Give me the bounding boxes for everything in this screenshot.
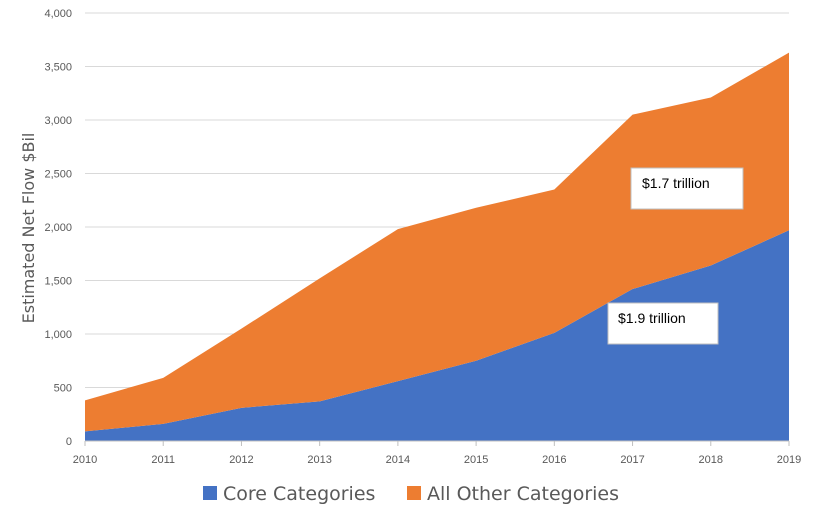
annotation-core-total: $1.9 trillion (607, 302, 719, 345)
legend-swatch-other (407, 486, 421, 500)
annotation-core-text: $1.9 trillion (618, 310, 686, 326)
y-tick-label: 2,500 (44, 169, 72, 181)
x-tick-label: 2015 (464, 454, 488, 466)
x-tick-label: 2011 (151, 454, 175, 466)
annotation-other-text: $1.7 trillion (642, 175, 710, 191)
legend-swatch-core (203, 486, 217, 500)
y-tick-label: 4,000 (44, 8, 72, 20)
x-tick-label: 2010 (73, 454, 97, 466)
y-tick-label: 500 (54, 383, 72, 395)
legend-item-core: Core Categories (203, 483, 375, 505)
y-axis: 0 500 1,000 1,500 2,000 2,500 3,000 3,500 4,000 (44, 8, 72, 448)
annotation-other-total: $1.7 trillion (630, 167, 744, 210)
x-axis: 2010 2011 2012 2013 2014 2015 2016 2017 2018 2019 (73, 440, 801, 466)
legend: Core Categories All Other Categories (203, 483, 619, 505)
y-tick-label: 3,500 (44, 62, 72, 74)
x-tick-label: 2014 (386, 454, 410, 466)
series-areas (85, 52, 789, 441)
x-tick-label: 2012 (229, 454, 253, 466)
y-axis-label: Estimated Net Flow $Bil (19, 133, 38, 324)
y-tick-label: 2,000 (44, 222, 72, 234)
x-tick-label: 2013 (307, 454, 331, 466)
x-tick-label: 2017 (620, 454, 644, 466)
area-series-other (85, 52, 789, 432)
y-tick-label: 0 (66, 436, 72, 448)
legend-label-other: All Other Categories (427, 483, 619, 505)
area-series-core (85, 230, 789, 441)
x-tick-label: 2019 (777, 454, 801, 466)
annotations: $1.7 trillion $1.9 trillion (607, 167, 744, 345)
legend-label-core: Core Categories (223, 483, 375, 505)
y-tick-label: 3,000 (44, 115, 72, 127)
y-tick-label: 1,500 (44, 276, 72, 288)
x-tick-label: 2018 (699, 454, 723, 466)
x-tick-label: 2016 (542, 454, 566, 466)
y-tick-label: 1,000 (44, 329, 72, 341)
legend-item-other: All Other Categories (407, 483, 619, 505)
